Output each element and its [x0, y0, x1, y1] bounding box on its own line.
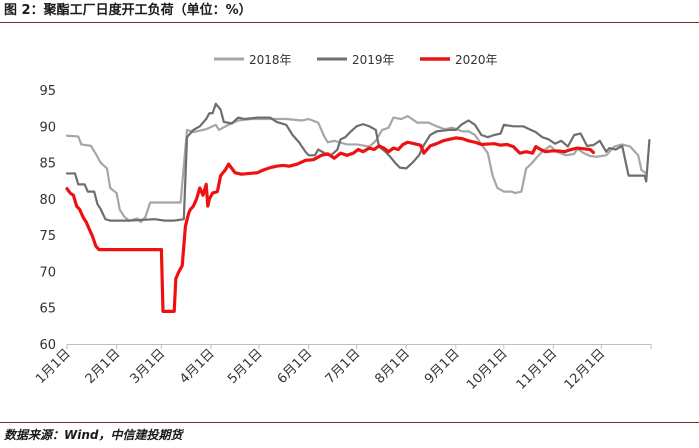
series-group: [65, 102, 651, 313]
x-tick-label: 5月1日: [225, 346, 266, 387]
series-line-2019年: [65, 102, 651, 222]
y-tick-label: 90: [39, 120, 56, 135]
source-rule: [0, 422, 699, 423]
y-tick-label: 60: [39, 338, 56, 353]
y-tick-label: 80: [39, 193, 56, 208]
figure-title: 图 2：聚酯工厂日度开工负荷（单位：%）: [4, 3, 252, 18]
y-tick-label: 85: [39, 157, 56, 172]
legend-label-2020年: 2020年: [455, 53, 498, 67]
x-tick-label: 4月1日: [177, 346, 218, 387]
series-line-2018年: [65, 115, 648, 224]
x-tick-label: 6月1日: [275, 346, 316, 387]
x-tick-label: 3月1日: [128, 346, 169, 387]
series-line-2020年: [65, 136, 595, 313]
data-source: 数据来源：Wind，中信建投期货: [4, 428, 183, 442]
x-tick-label: 2月1日: [83, 346, 124, 387]
y-tick-label: 75: [39, 229, 56, 244]
x-tick-label: 10月1日: [464, 346, 511, 393]
y-tick-label: 70: [39, 265, 56, 280]
x-tick-label: 11月1日: [514, 346, 561, 393]
x-tick-label: 12月1日: [562, 346, 609, 393]
legend-label-2019年: 2019年: [352, 53, 395, 67]
x-tick-label: 7月1日: [323, 346, 364, 387]
legend-label-2018年: 2018年: [249, 53, 292, 67]
x-tick-label: 8月1日: [372, 346, 413, 387]
title-rule: [0, 22, 699, 23]
y-tick-label: 65: [39, 302, 56, 317]
x-tick-label: 9月1日: [422, 346, 463, 387]
y-tick-label: 95: [39, 84, 56, 99]
legend: 2018年 2019年 2020年: [214, 53, 498, 67]
